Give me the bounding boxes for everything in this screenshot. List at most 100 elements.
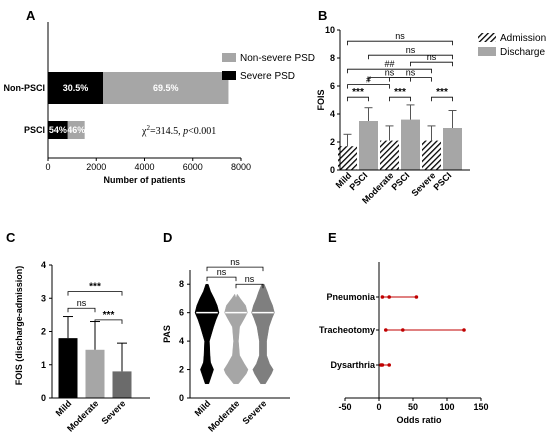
legend-entry-1: Discharge (500, 47, 545, 58)
y-tick-label: 4 (330, 109, 335, 119)
significance-label: ns (230, 257, 240, 267)
x-tick-label: 8000 (231, 162, 251, 172)
bar-segment-psci-nonsevere (67, 121, 85, 139)
x-tick-label: 100 (439, 402, 454, 412)
panel-letter-d: D (163, 230, 172, 245)
significance-label: *** (103, 310, 115, 321)
bar-mild-admission (338, 146, 357, 170)
category-label-mild: Mild (193, 398, 213, 418)
panel-letter-a: A (26, 8, 36, 23)
significance-label: ns (395, 31, 405, 41)
significance-label: ns (406, 68, 416, 78)
significance-label: ns (77, 298, 87, 308)
bar-severe-admission (422, 140, 441, 170)
panel-b-grouped-bar-chart: MildPSCIModeratePSCISeverePSCI0246810FOI… (316, 25, 546, 206)
legend-swatch-0 (222, 53, 236, 62)
y-tick-label: 8 (330, 53, 335, 63)
category-label-severe: Severe (240, 398, 268, 426)
significance-bracket (431, 96, 453, 102)
significance-bracket (347, 96, 369, 102)
y-tick-label: 2 (41, 327, 46, 337)
category-sublabel-mild: PSCI (347, 170, 369, 192)
x-tick-label: 0 (376, 402, 381, 412)
category-label-mild: Mild (54, 398, 74, 418)
y-tick-label: 8 (179, 279, 184, 289)
significance-bracket (235, 283, 264, 289)
y-tick-label: 3 (41, 293, 46, 303)
x-tick-label: -50 (338, 402, 351, 412)
x-axis-label: Number of patients (103, 175, 185, 185)
significance-bracket (347, 40, 453, 46)
significance-label: ## (384, 59, 394, 69)
category-label-psci: PSCI (24, 125, 45, 135)
legend-entry-1: Severe PSD (240, 71, 295, 82)
point-dysarthria-1 (380, 363, 385, 367)
significance-label: *** (436, 87, 448, 98)
category-label-non-psci: Non-PSCI (4, 83, 46, 93)
significance-bracket (347, 84, 390, 89)
significance-label: ns (406, 45, 416, 55)
chi-square-annotation: χ2=314.5, p<0.001 (141, 124, 216, 137)
point-pneumonia-0 (380, 295, 385, 299)
legend-entry-0: Non-severe PSD (240, 53, 315, 64)
legend-entry-0: Admission (500, 33, 546, 44)
y-axis-label: PAS (162, 325, 172, 343)
bar-label-psci-1: 46% (67, 125, 85, 135)
legend-swatch-1 (222, 71, 236, 80)
significance-label: *** (394, 87, 406, 98)
significance-bracket (206, 276, 237, 282)
y-tick-label: 0 (330, 165, 335, 175)
bar-label-psci-0: 54% (49, 125, 67, 135)
significance-label: ns (427, 52, 437, 62)
bar-mild (58, 338, 78, 398)
significance-bracket (67, 307, 96, 313)
panel-letter-e: E (328, 230, 337, 245)
y-tick-label: 6 (179, 308, 184, 318)
bar-severe-discharge (443, 128, 462, 170)
y-tick-label: 1 (41, 360, 46, 370)
panel-letter-b: B (318, 8, 327, 23)
bar-moderate-admission (380, 140, 399, 170)
panel-letter-c: C (6, 230, 16, 245)
significance-bracket (368, 54, 453, 60)
x-tick-label: 50 (408, 402, 418, 412)
significance-bracket (347, 68, 432, 74)
category-label-tracheotomy: Tracheotomy (319, 325, 375, 335)
significance-bracket (389, 77, 432, 82)
y-axis-label: FOIS (316, 89, 326, 110)
y-tick-label: 6 (330, 81, 335, 91)
significance-label: ns (217, 267, 227, 277)
y-tick-label: 0 (41, 393, 46, 403)
significance-bracket (206, 266, 264, 272)
significance-label: *** (352, 87, 364, 98)
bar-moderate (85, 349, 105, 398)
x-tick-label: 2000 (86, 162, 106, 172)
significance-bracket (389, 96, 411, 102)
panel-e-forest-plot: Pneumonia Tracheotomy Dysarthria -50 0 50 100 1… (319, 262, 489, 425)
bar-moderate-discharge (401, 119, 420, 170)
point-pneumonia-2 (414, 295, 419, 299)
point-pneumonia-1 (387, 295, 392, 299)
y-tick-label: 2 (330, 137, 335, 147)
category-label-severe: Severe (99, 398, 127, 426)
y-tick-label: 0 (179, 393, 184, 403)
significance-bracket (67, 291, 123, 296)
y-tick-label: 4 (179, 336, 184, 346)
y-tick-label: 10 (325, 25, 335, 35)
x-tick-label: 0 (45, 162, 50, 172)
bar-segment-psci-severe (48, 121, 68, 139)
significance-label: ns (245, 274, 255, 284)
x-tick-label: 6000 (183, 162, 203, 172)
bar-label-non-psci-0: 30.5% (63, 83, 89, 93)
x-tick-label: 150 (473, 402, 488, 412)
point-tracheotomy-0 (384, 328, 388, 332)
y-tick-label: 2 (179, 365, 184, 375)
point-tracheotomy-1 (401, 328, 405, 332)
category-sublabel-moderate: PSCI (389, 170, 411, 192)
bar-mild-discharge (359, 121, 378, 170)
bar-severe (112, 371, 132, 398)
point-dysarthria-2 (387, 363, 392, 367)
panel-a-stacked-bar-chart: 30.5% 69.5% Non-PSCI 54% 46% PSCI 0 2000 4000 600… (4, 22, 315, 185)
